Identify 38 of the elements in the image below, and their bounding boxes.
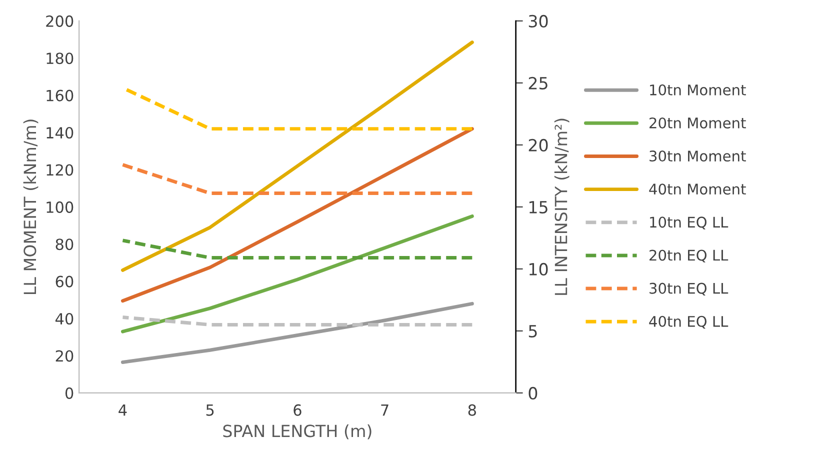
legend-label: 40tn EQ LL	[649, 316, 728, 329]
legend-label: 40tn Moment	[649, 184, 746, 195]
y2-tick-label: 5	[528, 325, 537, 338]
line-series	[120, 40, 474, 272]
y-tick-label: 40	[55, 312, 74, 325]
y-tick-label: 200	[46, 15, 74, 27]
legend-label: 10tn Moment	[650, 84, 746, 96]
y2-tick-label: 0	[528, 386, 538, 400]
x-axis-title: SPAN LENGTH (m)	[223, 424, 372, 440]
legend-label: 20tn Moment	[650, 117, 746, 128]
x-tick-label: 6	[294, 404, 302, 416]
y-tick-label: 120	[46, 164, 74, 176]
x-tick-label: 4	[118, 404, 127, 416]
x-tick-label: 5	[206, 404, 214, 416]
y2-tick-label: 20	[528, 138, 548, 152]
y-tick-label: 100	[46, 201, 74, 213]
y-tick-label: 20	[56, 350, 74, 362]
y2-tick-label: 15	[529, 201, 548, 214]
y-tick-label: 160	[46, 90, 74, 102]
line-series	[120, 302, 474, 364]
y-axis-title: LL MOMENT (kNm/m)	[23, 120, 38, 294]
y2-tick-label: 30	[528, 14, 548, 28]
legend-label: 30tn EQ LL	[650, 282, 728, 296]
y-tick-label: 0	[65, 387, 74, 399]
legend-label: 20tn EQ LL	[650, 250, 728, 262]
legend-label: 30tn Moment	[650, 150, 746, 162]
line-series	[120, 127, 474, 303]
y-tick-label: 80	[56, 238, 74, 250]
y2-tick-label: 25	[528, 76, 548, 90]
y2-axis-title: LL INTENSITY (kN/m²)	[554, 118, 570, 295]
x-tick-label: 7	[381, 404, 388, 416]
y-tick-label: 140	[46, 126, 74, 139]
y-tick-label: 60	[56, 276, 74, 288]
legend-label: 10tn EQ LL	[650, 216, 728, 230]
y2-tick-label: 10	[529, 262, 548, 276]
line-series	[120, 214, 474, 334]
y-tick-label: 180	[46, 52, 74, 64]
x-tick-label: 8	[468, 404, 476, 416]
